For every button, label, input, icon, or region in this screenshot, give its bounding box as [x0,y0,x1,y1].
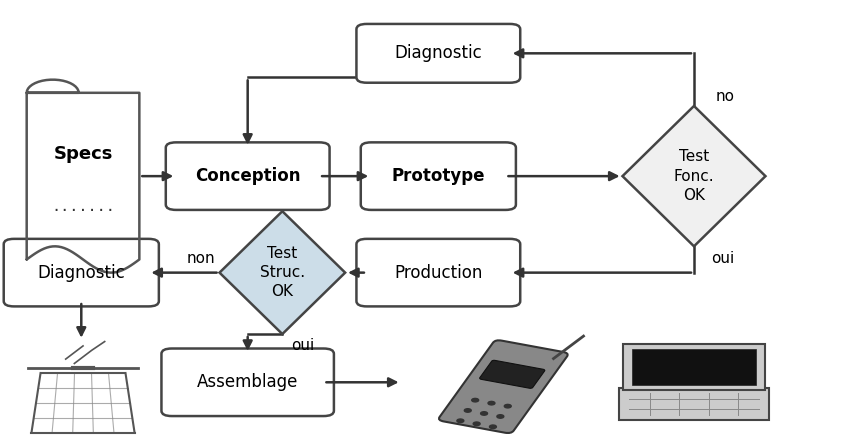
Circle shape [471,398,478,402]
FancyBboxPatch shape [361,143,516,210]
Text: .......: ....... [51,199,115,214]
Text: Conception: Conception [195,167,300,185]
Text: oui: oui [291,338,314,353]
Circle shape [504,404,511,408]
Circle shape [490,425,496,429]
Polygon shape [27,80,140,273]
Text: non: non [187,251,215,266]
FancyBboxPatch shape [166,143,330,210]
Text: oui: oui [711,251,734,266]
Circle shape [457,419,464,422]
Text: Test
Fonc.
OK: Test Fonc. OK [674,150,714,203]
Circle shape [464,409,471,412]
FancyBboxPatch shape [3,239,159,306]
Text: Assemblage: Assemblage [197,373,299,391]
Polygon shape [220,211,345,334]
FancyBboxPatch shape [480,360,545,389]
Circle shape [481,412,488,415]
FancyBboxPatch shape [632,348,756,385]
FancyBboxPatch shape [439,340,568,433]
Circle shape [488,401,495,405]
Text: Test
Struc.
OK: Test Struc. OK [260,246,305,299]
Text: Specs: Specs [53,145,113,163]
Text: Diagnostic: Diagnostic [394,44,483,62]
Polygon shape [622,106,766,246]
Circle shape [496,415,503,418]
Text: no: no [715,89,734,104]
FancyBboxPatch shape [357,239,520,306]
Circle shape [473,422,480,425]
Text: Production: Production [394,264,483,282]
Text: Diagnostic: Diagnostic [37,264,125,282]
FancyBboxPatch shape [619,388,769,421]
FancyBboxPatch shape [357,24,520,83]
FancyBboxPatch shape [161,348,334,416]
FancyBboxPatch shape [623,344,765,390]
Text: Prototype: Prototype [391,167,485,185]
